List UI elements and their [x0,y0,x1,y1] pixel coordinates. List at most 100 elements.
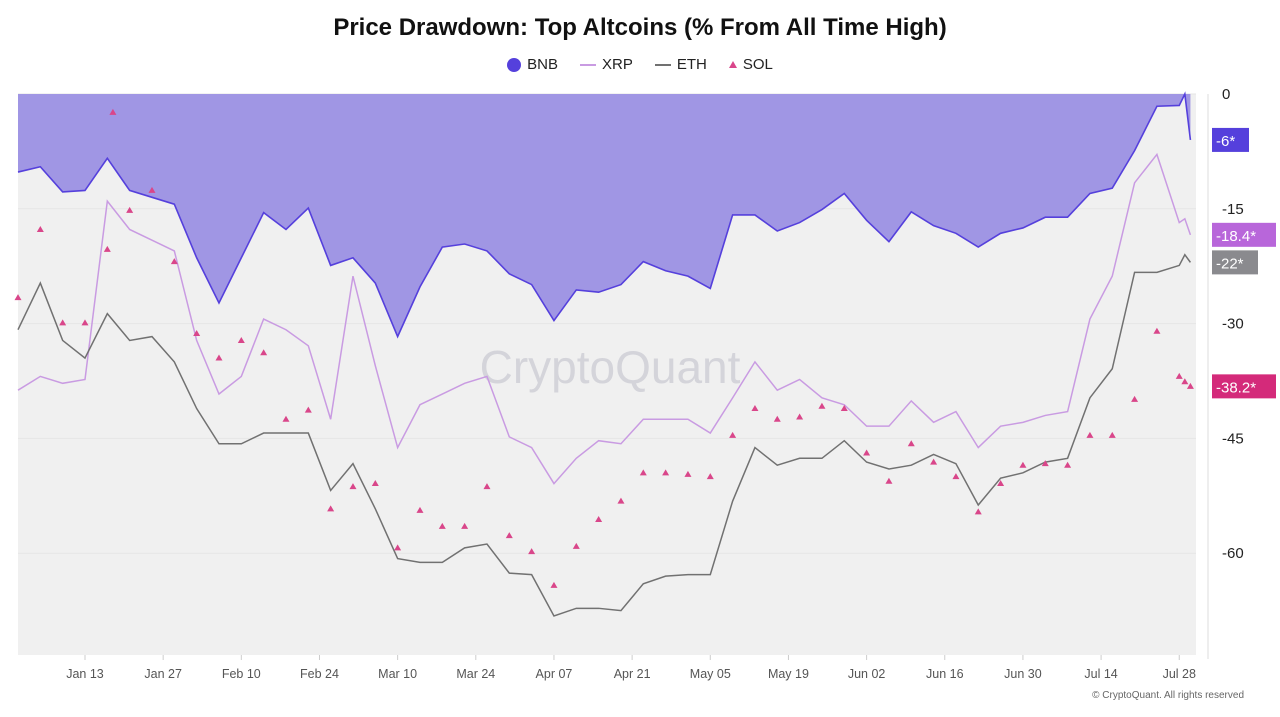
legend-item-sol[interactable]: SOL [728,56,773,73]
bnb-swatch [507,57,522,72]
bnb-line [17,91,1192,339]
copyright: © CryptoQuant. All rights reserved [1092,690,1244,701]
sol-point [394,544,402,551]
xrp-line [17,152,1192,485]
sol-point [729,431,737,438]
sol-point [36,225,44,232]
sol-point [1181,378,1189,385]
x-tick-label: Jul 28 [1163,667,1196,681]
x-tick-label: May 05 [690,667,731,681]
sol-point [662,469,670,476]
x-tick-label: Feb 10 [222,667,261,681]
series-xrp: -18.4* [17,152,1276,485]
x-tick-label: May 19 [768,667,809,681]
bnb-last-value-label: -6* [1216,133,1235,150]
eth-swatch [654,63,671,66]
sol-point [1041,460,1049,467]
x-tick-label: Feb 24 [300,667,339,681]
sol-point [907,440,915,447]
bnb-last-value-badge [1212,127,1249,152]
legend-item-bnb[interactable]: BNB [507,56,558,73]
y-tick-label: -15 [1222,201,1244,218]
series-sol: -38.2* [14,108,1276,588]
xrp-last-value-label: -18.4* [1216,228,1256,245]
sol-point [528,548,536,555]
sol-point [974,508,982,515]
x-tick-label: Apr 07 [536,667,573,681]
sol-point [237,336,245,343]
legend-item-xrp[interactable]: XRP [579,56,633,73]
sol-point [505,532,513,539]
sol-point [751,405,759,412]
x-tick-label: Jun 02 [848,667,886,681]
sol-point [461,522,469,529]
sol-point [304,406,312,413]
sol-point [327,505,335,512]
sol-point [193,330,201,337]
sol-point [483,483,491,490]
chart-title: Price Drawdown: Top Altcoins (% From All… [333,14,947,41]
sol-point [371,480,379,487]
x-tick-label: Mar 10 [378,667,417,681]
sol-point [550,581,558,588]
y-tick-label: -30 [1222,316,1244,333]
sol-point [840,405,848,412]
y-tick-label: -45 [1222,430,1244,447]
sol-point [930,458,938,465]
eth-line [17,253,1192,617]
sol-last-value-badge [1212,374,1276,399]
legend-label: SOL [742,56,773,73]
sol-point [109,108,117,115]
sol-point [81,319,89,326]
legend-item-eth[interactable]: ETH [654,56,707,73]
y-tick-label: 0 [1222,86,1230,103]
sol-point [126,206,134,213]
sol-point [103,245,111,252]
xrp-last-value-badge [1212,222,1276,247]
x-tick-label: Jun 16 [926,667,964,681]
sol-point [1108,431,1116,438]
sol-point [885,477,893,484]
sol-point [863,449,871,456]
sol-point [14,294,22,301]
sol-point [1131,395,1139,402]
sol-point [1175,372,1183,379]
sol-point [1086,431,1094,438]
sol-point [684,470,692,477]
series-bnb: -6* [17,91,1249,339]
y-tick-label: -60 [1222,545,1244,562]
sol-point [952,473,960,480]
sol-point [1153,327,1161,334]
sol-point [595,516,603,523]
sol-point [796,413,804,420]
x-tick-label: Mar 24 [456,667,495,681]
sol-point [617,497,625,504]
sol-point [170,258,178,265]
sol-point [438,522,446,529]
sol-point [1064,461,1072,468]
legend-label: ETH [676,56,707,73]
sol-point [572,542,580,549]
x-tick-label: Jul 14 [1084,667,1117,681]
sol-point [282,415,290,422]
sol-point [215,354,223,361]
sol-point [260,349,268,356]
eth-last-value-label: -22* [1216,255,1244,272]
sol-point [818,402,826,409]
sol-point [59,319,67,326]
x-tick-label: Jun 30 [1004,667,1042,681]
x-tick-label: Jan 13 [66,667,104,681]
series-eth: -22* [17,250,1258,617]
xrp-swatch [579,63,596,66]
watermark: CryptoQuant [480,341,741,393]
x-tick-label: Apr 21 [614,667,651,681]
sol-point [773,415,781,422]
sol-point [639,469,647,476]
eth-last-value-badge [1212,250,1258,275]
x-tick-label: Jan 27 [144,667,182,681]
sol-point [1186,382,1194,389]
sol-point [997,480,1005,487]
sol-point [349,483,357,490]
sol-point [1019,461,1027,468]
